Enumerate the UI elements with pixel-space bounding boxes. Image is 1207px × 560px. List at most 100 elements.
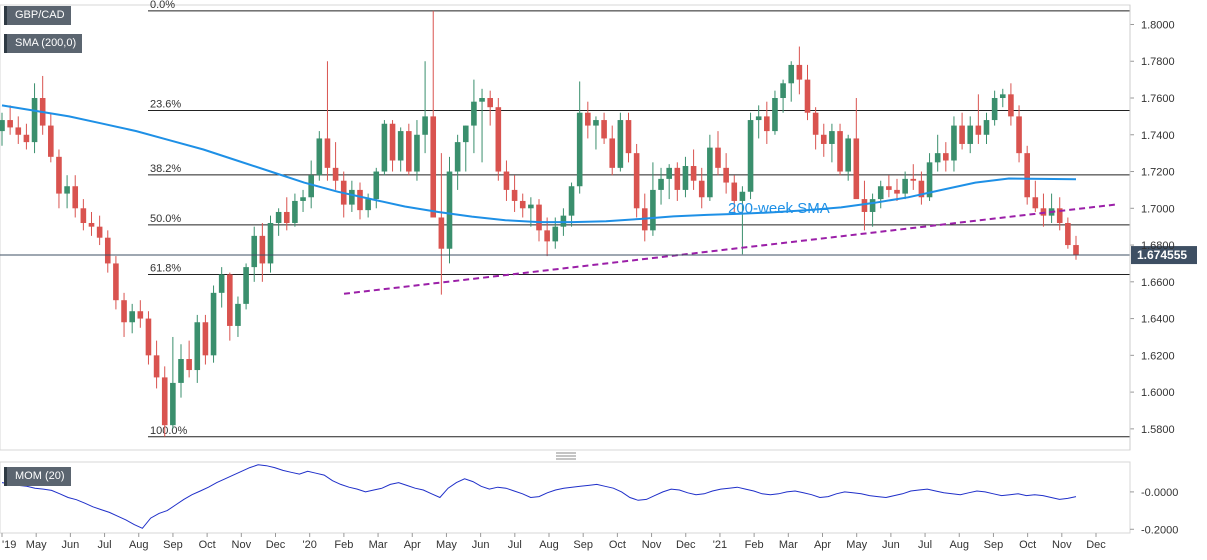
time-axis-label: Mar xyxy=(369,539,388,551)
candle-body xyxy=(96,226,103,238)
candle-body xyxy=(869,199,876,212)
candle-body xyxy=(1073,245,1079,255)
time-axis-label: '19 xyxy=(2,539,16,551)
time-axis-label: Aug xyxy=(129,539,149,551)
candle-body xyxy=(479,98,485,102)
candle-body xyxy=(235,303,241,326)
candle-body xyxy=(861,199,868,212)
candle-body xyxy=(1032,197,1039,209)
time-axis-label: Dec xyxy=(266,539,286,551)
time-axis-label: Nov xyxy=(232,539,252,551)
time-axis-label: Jul xyxy=(98,539,112,551)
candle-body xyxy=(788,64,795,84)
candle-body xyxy=(511,189,518,201)
time-axis-label: Apr xyxy=(404,539,421,551)
candle-body xyxy=(373,171,380,200)
candle-body xyxy=(601,120,607,139)
candle-body xyxy=(894,189,900,194)
time-axis-label: Sep xyxy=(984,539,1004,551)
time-axis-label: '21 xyxy=(713,539,727,551)
time-axis-label: Sep xyxy=(573,539,593,551)
candle-body xyxy=(88,222,95,227)
fib-level-label: 38.2% xyxy=(150,163,181,175)
candle-body xyxy=(1008,94,1014,117)
candle-body xyxy=(389,123,396,161)
candle-body xyxy=(1024,153,1030,198)
fibonacci-layer: 0.0% 23.6% 38.2% 50.0% 61.8% 100.0% xyxy=(148,0,1130,438)
candle-body xyxy=(739,191,746,201)
candle-body xyxy=(292,200,298,223)
candle-body xyxy=(975,125,982,135)
candle-body xyxy=(812,112,819,135)
time-axis-label: Apr xyxy=(814,539,831,551)
candle-body xyxy=(633,153,640,209)
momentum-panel-frame xyxy=(0,461,1131,534)
candle-body xyxy=(1016,116,1022,154)
time-axis-label: Oct xyxy=(1019,539,1036,551)
momentum-layer xyxy=(1,464,1077,529)
candle-body xyxy=(308,175,314,198)
candle-body xyxy=(698,180,705,198)
candle-body xyxy=(381,123,388,172)
candle-body xyxy=(178,359,184,383)
candle-body xyxy=(495,107,502,172)
time-axis-label: Aug xyxy=(539,539,559,551)
candle-body xyxy=(210,292,217,356)
momentum-indicator-tag[interactable]: MOM (20) xyxy=(4,467,71,486)
momentum-axis-label: -0.2000 xyxy=(1141,524,1178,536)
candle-body xyxy=(837,131,843,172)
candle-body xyxy=(731,182,738,201)
candle-body xyxy=(934,153,941,163)
candle-body xyxy=(690,166,697,181)
time-axis-label: Dec xyxy=(676,539,696,551)
candle-body xyxy=(1056,208,1063,223)
sma-indicator-tag[interactable]: SMA (200,0) xyxy=(4,34,83,53)
price-axis-label: 1.7800 xyxy=(1141,56,1175,68)
price-axis-label: 1.7400 xyxy=(1141,130,1175,142)
price-panel-frame xyxy=(0,4,1131,451)
fib-level-label: 100.0% xyxy=(150,425,188,437)
candle-body xyxy=(406,131,412,172)
last-price-label: 1.674555 xyxy=(1137,248,1187,262)
fib-level-label: 23.6% xyxy=(150,99,181,111)
sma-200-line xyxy=(1,104,1077,224)
time-axis-label: Dec xyxy=(1086,539,1106,551)
candle-body xyxy=(658,178,664,190)
candle-body xyxy=(487,98,493,108)
candle-body xyxy=(918,180,925,198)
candle-body xyxy=(617,120,624,168)
candle-body xyxy=(471,101,477,126)
candle-body xyxy=(446,171,453,249)
candle-body xyxy=(267,222,274,264)
candle-body xyxy=(48,125,54,157)
candle-body xyxy=(650,189,656,231)
candle-body xyxy=(462,125,469,143)
price-axis-label: 1.7000 xyxy=(1141,203,1175,215)
time-axis-label: Sep xyxy=(163,539,183,551)
time-axis-label: Jul xyxy=(918,539,932,551)
candle-body xyxy=(585,112,591,126)
candle-body xyxy=(186,359,192,371)
candle-body xyxy=(926,162,933,198)
candle-body xyxy=(56,156,62,194)
candle-body xyxy=(886,186,892,190)
candle-body xyxy=(707,147,713,198)
price-axis-label: 1.7200 xyxy=(1141,167,1175,179)
fib-level-label: 50.0% xyxy=(150,213,181,225)
candle-body xyxy=(251,235,258,268)
candle-body xyxy=(519,200,526,209)
candle-body xyxy=(227,274,233,326)
candle-body xyxy=(951,125,957,161)
candle-body xyxy=(747,120,754,192)
price-axis-label: 1.7600 xyxy=(1141,93,1175,105)
candle-body xyxy=(853,138,860,200)
candle-body xyxy=(625,120,632,154)
time-axis-label: Oct xyxy=(199,539,216,551)
candle-body xyxy=(145,318,152,356)
candle-body xyxy=(332,167,339,181)
candle-body xyxy=(243,267,249,304)
candle-body xyxy=(349,189,355,205)
symbol-tag[interactable]: GBP/CAD xyxy=(4,6,71,25)
candle-body xyxy=(80,208,87,223)
candle-body xyxy=(0,120,5,132)
